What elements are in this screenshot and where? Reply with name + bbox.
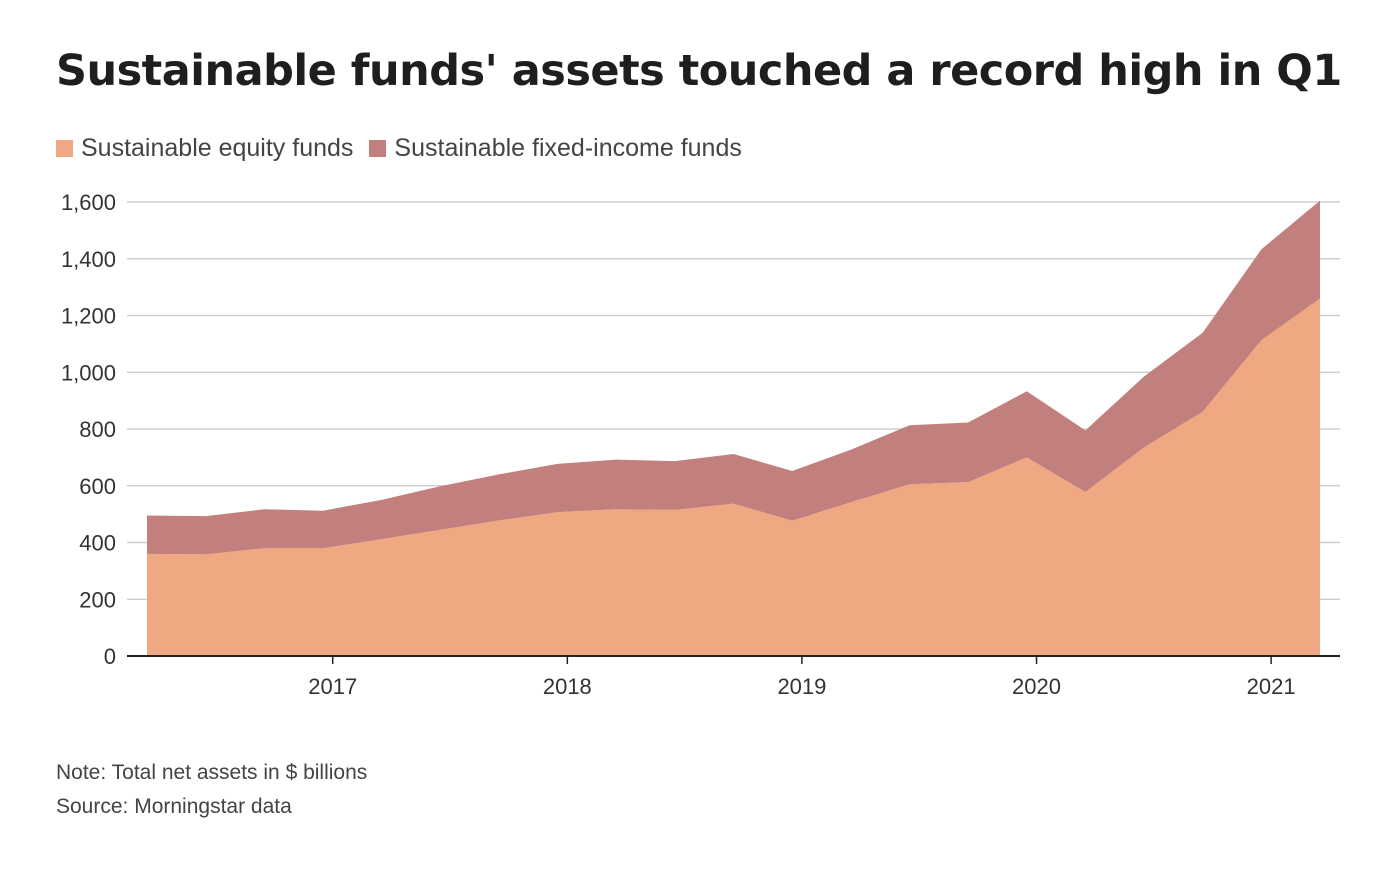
chart-title: Sustainable funds' assets touched a reco… xyxy=(56,46,1342,96)
y-tick-label: 400 xyxy=(79,531,116,556)
y-tick-label: 200 xyxy=(79,587,116,612)
y-tick-label: 0 xyxy=(104,644,116,669)
y-tick-label: 1,200 xyxy=(61,304,116,329)
legend: Sustainable equity funds Sustainable fix… xyxy=(56,134,758,163)
y-tick-label: 800 xyxy=(79,417,116,442)
x-tick-label: 2017 xyxy=(308,674,357,699)
legend-label-fixed-income: Sustainable fixed-income funds xyxy=(394,134,742,162)
legend-label-equity: Sustainable equity funds xyxy=(81,134,354,162)
source-text: Source: Morningstar data xyxy=(56,795,292,818)
y-tick-label: 1,600 xyxy=(61,190,116,215)
legend-item-fixed-income: Sustainable fixed-income funds xyxy=(369,134,742,163)
x-tick-label: 2021 xyxy=(1247,674,1296,699)
area-fixed-income-funds xyxy=(147,200,1320,555)
area-series-group xyxy=(147,200,1320,656)
y-tick-label: 1,400 xyxy=(61,247,116,272)
legend-swatch-fixed-income xyxy=(369,140,387,157)
note-text: Note: Total net assets in $ billions xyxy=(56,761,368,784)
x-tick-label: 2019 xyxy=(777,674,826,699)
x-tick-label: 2020 xyxy=(1012,674,1061,699)
y-tick-label: 600 xyxy=(79,474,116,499)
legend-item-equity: Sustainable equity funds xyxy=(56,134,353,163)
x-tick-label: 2018 xyxy=(543,674,592,699)
area-equity-funds xyxy=(147,298,1320,656)
chart-notes: Note: Total net assets in $ billions Sou… xyxy=(56,756,367,824)
legend-swatch-equity xyxy=(56,140,73,157)
y-tick-label: 1,000 xyxy=(61,360,116,385)
axes: 0 200 400 600 800 1,000 1,200 1,400 1,600 2017 201… xyxy=(61,190,1340,699)
